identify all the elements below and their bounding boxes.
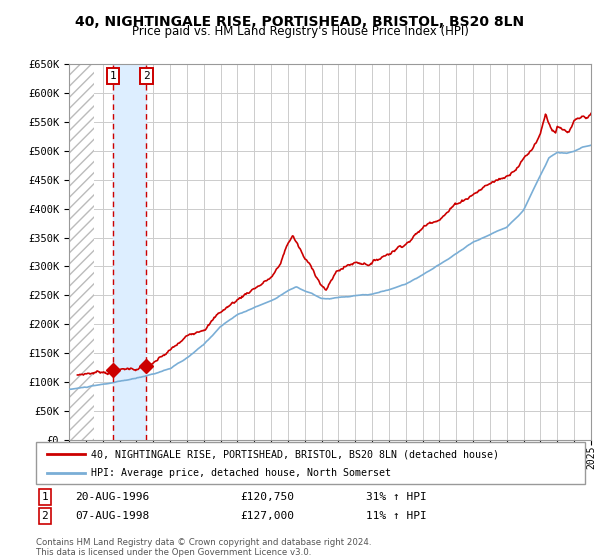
- Text: 07-AUG-1998: 07-AUG-1998: [75, 511, 149, 521]
- Text: 1: 1: [110, 71, 116, 81]
- Text: Contains HM Land Registry data © Crown copyright and database right 2024.
This d: Contains HM Land Registry data © Crown c…: [36, 538, 371, 557]
- Text: 20-AUG-1996: 20-AUG-1996: [75, 492, 149, 502]
- Bar: [113, 64, 146, 440]
- Text: 2: 2: [41, 511, 49, 521]
- Text: 31% ↑ HPI: 31% ↑ HPI: [366, 492, 427, 502]
- FancyBboxPatch shape: [36, 442, 585, 484]
- Text: 2: 2: [143, 71, 150, 81]
- Text: 40, NIGHTINGALE RISE, PORTISHEAD, BRISTOL, BS20 8LN: 40, NIGHTINGALE RISE, PORTISHEAD, BRISTO…: [76, 15, 524, 29]
- Text: £120,750: £120,750: [240, 492, 294, 502]
- Text: 11% ↑ HPI: 11% ↑ HPI: [366, 511, 427, 521]
- Text: £127,000: £127,000: [240, 511, 294, 521]
- Text: Price paid vs. HM Land Registry's House Price Index (HPI): Price paid vs. HM Land Registry's House …: [131, 25, 469, 38]
- Text: 40, NIGHTINGALE RISE, PORTISHEAD, BRISTOL, BS20 8LN (detached house): 40, NIGHTINGALE RISE, PORTISHEAD, BRISTO…: [91, 449, 499, 459]
- Text: HPI: Average price, detached house, North Somerset: HPI: Average price, detached house, Nort…: [91, 468, 391, 478]
- Text: 1: 1: [41, 492, 49, 502]
